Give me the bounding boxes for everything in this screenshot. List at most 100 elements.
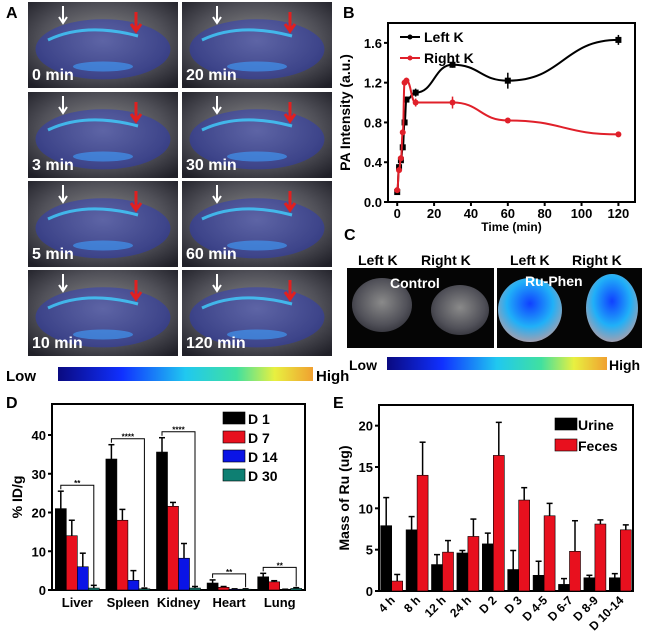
bar-d-14 <box>178 557 190 591</box>
colorbar-c-high-label: High <box>609 357 640 373</box>
bar-d-30 <box>189 587 201 591</box>
y-tick-label: 5 <box>366 543 373 558</box>
category-label: Kidney <box>157 595 201 610</box>
frame-time-label: 20 min <box>186 67 237 84</box>
white-arrow-icon <box>58 96 68 115</box>
kidney-signal <box>201 28 293 42</box>
divider <box>495 268 497 348</box>
kidney-signal <box>201 296 293 310</box>
data-point <box>615 131 622 138</box>
kidney-signal <box>201 118 293 132</box>
frame-image <box>28 270 178 356</box>
category-label: Heart <box>212 595 246 610</box>
significance-bracket <box>212 573 247 588</box>
ultrasound-frame: 60 min <box>182 181 332 267</box>
y-axis-label: Mass of Ru (ug) <box>336 446 352 551</box>
bladder-signal <box>227 329 287 340</box>
red-arrow-icon <box>129 191 143 213</box>
bar-urine <box>507 569 520 592</box>
category-label: D 6-7 <box>545 593 576 624</box>
bar-d-30 <box>239 588 252 591</box>
frame-time-label: 60 min <box>186 246 237 263</box>
ultrasound-frame: 5 min <box>28 181 178 267</box>
ultrasound-frame: 120 min <box>182 270 332 356</box>
bar-urine <box>456 552 469 592</box>
white-arrow-icon <box>58 274 68 293</box>
data-point <box>394 187 401 194</box>
bar-d-7 <box>217 586 230 591</box>
bar-feces <box>569 551 581 592</box>
y-tick-label: 1.6 <box>364 36 382 51</box>
data-point <box>401 119 408 126</box>
bar-urine <box>405 529 418 592</box>
header-left-k-ruphen: Left K <box>510 252 550 268</box>
frame-image <box>182 181 332 267</box>
significance-marker: **** <box>122 433 135 442</box>
y-axis-label: % ID/g <box>9 476 25 519</box>
frame-image <box>28 2 178 88</box>
kidney-signal <box>47 296 139 310</box>
bladder-signal <box>73 329 133 340</box>
category-label: 24 h <box>447 593 474 620</box>
bar-d-14 <box>77 566 89 591</box>
frame-image <box>182 2 332 88</box>
panel-b-label: B <box>343 5 355 22</box>
bar-urine <box>608 577 621 592</box>
frame-time-label: 3 min <box>32 157 74 174</box>
data-point <box>449 99 456 106</box>
kidney-signal <box>47 118 139 132</box>
legend-marker <box>407 55 413 61</box>
bar-feces <box>619 529 632 592</box>
y-tick-label: 0.8 <box>364 115 382 130</box>
bar-urine <box>481 543 494 592</box>
x-tick-label: 60 <box>501 206 515 221</box>
panel-d-label: D <box>6 395 18 412</box>
bar-feces <box>416 474 429 592</box>
legend-label: Feces <box>578 438 618 454</box>
bar-d-1 <box>54 508 67 591</box>
legend-swatch <box>222 449 246 463</box>
ultrasound-frame: 20 min <box>182 2 332 88</box>
x-axis-label: Time (min) <box>481 220 541 234</box>
bar-d-30 <box>138 588 151 591</box>
panel-a: A 0 min 20 min 3 min 30 min 5 min 60 min 10 mi… <box>6 2 349 385</box>
bar-d-7 <box>268 581 281 591</box>
red-arrow-icon <box>129 12 143 34</box>
white-arrow-icon <box>58 6 68 25</box>
red-arrow-icon <box>129 102 143 124</box>
plot-frame <box>378 404 634 592</box>
bar-urine <box>558 584 570 592</box>
bar-d-7 <box>66 535 78 591</box>
legend-label: D 30 <box>248 468 278 484</box>
significance-marker: **** <box>172 426 185 435</box>
data-point <box>504 77 511 84</box>
legend-swatch <box>222 411 246 425</box>
red-arrow-icon <box>283 12 297 34</box>
x-tick-label: 100 <box>571 206 593 221</box>
bar-d-14 <box>127 580 140 591</box>
y-tick-label: 40 <box>32 428 46 443</box>
data-point <box>412 99 419 106</box>
significance-marker: ** <box>226 568 233 577</box>
white-arrow-icon <box>212 185 222 204</box>
bar-feces <box>467 536 480 592</box>
header-left-k-control: Left K <box>358 252 398 268</box>
bar-d-30 <box>290 588 303 591</box>
y-tick-label: 0.4 <box>364 155 383 170</box>
bar-d-14 <box>228 588 241 591</box>
category-label: 4 h <box>376 593 398 615</box>
y-tick-label: 30 <box>32 467 46 482</box>
significance-bracket <box>161 431 196 587</box>
legend-label: D 7 <box>248 430 270 446</box>
significance-marker: ** <box>277 561 284 570</box>
category-label: 12 h <box>422 593 449 620</box>
bar-d-30 <box>88 587 100 591</box>
y-tick-label: 10 <box>32 544 46 559</box>
header-right-k-control: Right K <box>421 252 471 268</box>
control-left-kidney <box>352 278 412 332</box>
category-label: Lung <box>264 595 296 610</box>
category-label: D 4-5 <box>520 593 551 624</box>
frame-image <box>28 92 178 178</box>
